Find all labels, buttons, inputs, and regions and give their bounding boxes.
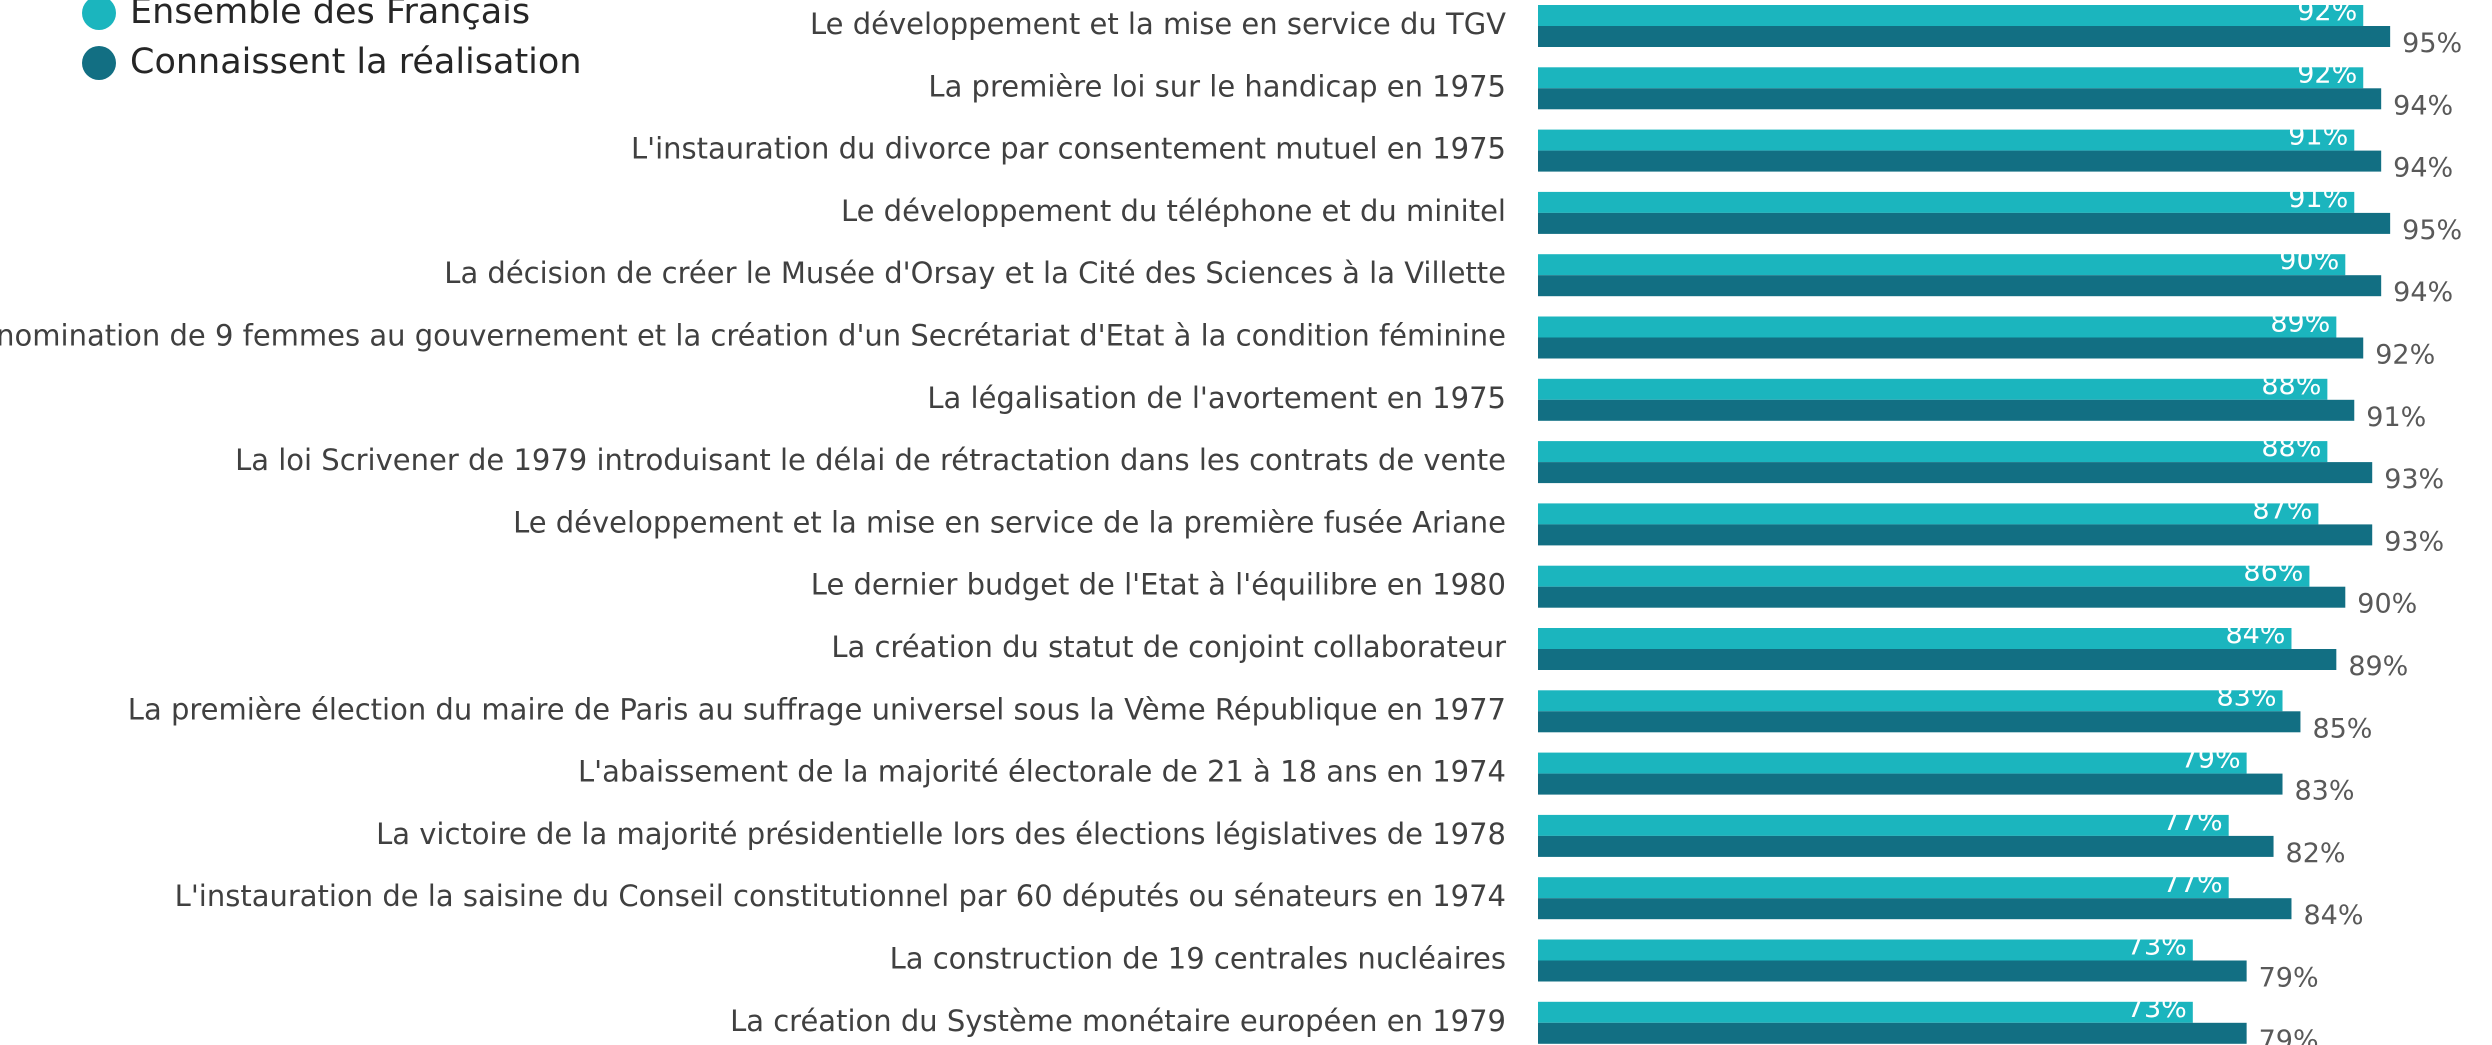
bar	[1538, 628, 2292, 649]
value-label: 79%	[2181, 744, 2241, 775]
category-label: La loi Scrivener de 1979 introduisant le…	[235, 443, 1506, 477]
category-label: La construction de 19 centrales nucléair…	[890, 942, 1506, 976]
bar	[1538, 752, 2247, 774]
value-label: 88%	[2261, 432, 2321, 463]
bar	[1538, 378, 2328, 400]
bar	[1538, 773, 2283, 795]
value-label: 84%	[2225, 619, 2285, 650]
value-label: 73%	[2127, 931, 2187, 962]
value-label: 77%	[2163, 806, 2223, 837]
value-label: 94%	[2393, 277, 2453, 308]
value-label: 91%	[2288, 183, 2348, 214]
bar	[1538, 649, 2337, 670]
category-label: Le développement et la mise en service d…	[513, 505, 1506, 539]
bar	[1538, 1001, 2193, 1023]
value-label: 92%	[2297, 0, 2357, 27]
category-label: La victoire de la majorité présidentiell…	[376, 817, 1506, 851]
category-label: L'instauration de la saisine du Conseil …	[175, 879, 1506, 913]
bar	[1538, 960, 2247, 982]
bar	[1538, 275, 2382, 297]
value-label: 93%	[2384, 464, 2444, 495]
bar	[1538, 835, 2274, 857]
value-label: 92%	[2375, 340, 2435, 371]
bar	[1538, 212, 2391, 234]
bar	[1538, 150, 2382, 172]
bar	[1538, 814, 2229, 836]
value-label: 87%	[2252, 494, 2312, 525]
category-label: Le dernier budget de l'Etat à l'équilibr…	[811, 568, 1506, 602]
category-label: La première loi sur le handicap en 1975	[928, 69, 1506, 103]
value-label: 95%	[2402, 28, 2462, 59]
value-label: 82%	[2286, 838, 2346, 869]
value-label: 88%	[2261, 370, 2321, 401]
value-label: 83%	[2216, 681, 2276, 712]
bar	[1538, 690, 2283, 712]
bar	[1538, 877, 2229, 899]
value-label: 90%	[2357, 589, 2417, 620]
bar	[1538, 67, 2364, 89]
bar	[1538, 524, 2373, 546]
value-label: 77%	[2163, 868, 2223, 899]
bar	[1538, 565, 2310, 587]
bar	[1538, 441, 2328, 463]
legend-swatch	[82, 46, 116, 80]
value-label: 84%	[2303, 900, 2363, 931]
value-label: 73%	[2127, 993, 2187, 1024]
category-label: Le développement et la mise en service d…	[810, 7, 1506, 41]
value-label: 94%	[2393, 153, 2453, 184]
legend-swatch	[82, 0, 116, 30]
bar	[1538, 88, 2382, 110]
category-label: La création du Système monétaire europée…	[730, 1004, 1506, 1038]
legend-label: Ensemble des Français	[130, 0, 530, 32]
bar	[1538, 898, 2292, 920]
category-label: La légalisation de l'avortement en 1975	[927, 381, 1506, 415]
value-label: 91%	[2366, 402, 2426, 433]
value-label: 90%	[2279, 245, 2339, 276]
value-label: 83%	[2295, 776, 2355, 807]
bar	[1538, 129, 2355, 151]
legend-label: Connaissent la réalisation	[130, 42, 582, 82]
value-label: 94%	[2393, 90, 2453, 121]
bar	[1538, 191, 2355, 213]
bar	[1538, 586, 2346, 608]
category-label: La décision de créer le Musée d'Orsay et…	[444, 256, 1506, 290]
value-label: 85%	[2312, 713, 2372, 744]
category-label: La nomination de 9 femmes au gouvernemen…	[0, 319, 1506, 353]
category-label: La création du statut de conjoint collab…	[831, 630, 1506, 664]
value-label: 93%	[2384, 526, 2444, 557]
bar	[1538, 26, 2391, 47]
bar	[1538, 711, 2301, 733]
bar	[1538, 399, 2355, 421]
value-label: 79%	[2259, 1025, 2319, 1045]
category-label: La première élection du maire de Paris a…	[128, 692, 1506, 726]
category-label: L'abaissement de la majorité électorale …	[578, 755, 1506, 789]
category-label: Le développement du téléphone et du mini…	[841, 194, 1506, 228]
value-label: 86%	[2243, 557, 2303, 588]
value-label: 89%	[2270, 308, 2330, 339]
value-label: 79%	[2259, 963, 2319, 994]
bar	[1538, 254, 2346, 276]
value-label: 95%	[2402, 215, 2462, 246]
value-label: 89%	[2348, 651, 2408, 682]
bar	[1538, 1022, 2247, 1044]
category-label: L'instauration du divorce par consenteme…	[631, 132, 1506, 166]
value-label: 91%	[2288, 121, 2348, 152]
bar	[1538, 462, 2373, 484]
bar	[1538, 316, 2337, 338]
bar	[1538, 939, 2193, 961]
bar	[1538, 337, 2364, 359]
bar	[1538, 5, 2364, 26]
bar	[1538, 503, 2319, 525]
value-label: 92%	[2297, 58, 2357, 89]
